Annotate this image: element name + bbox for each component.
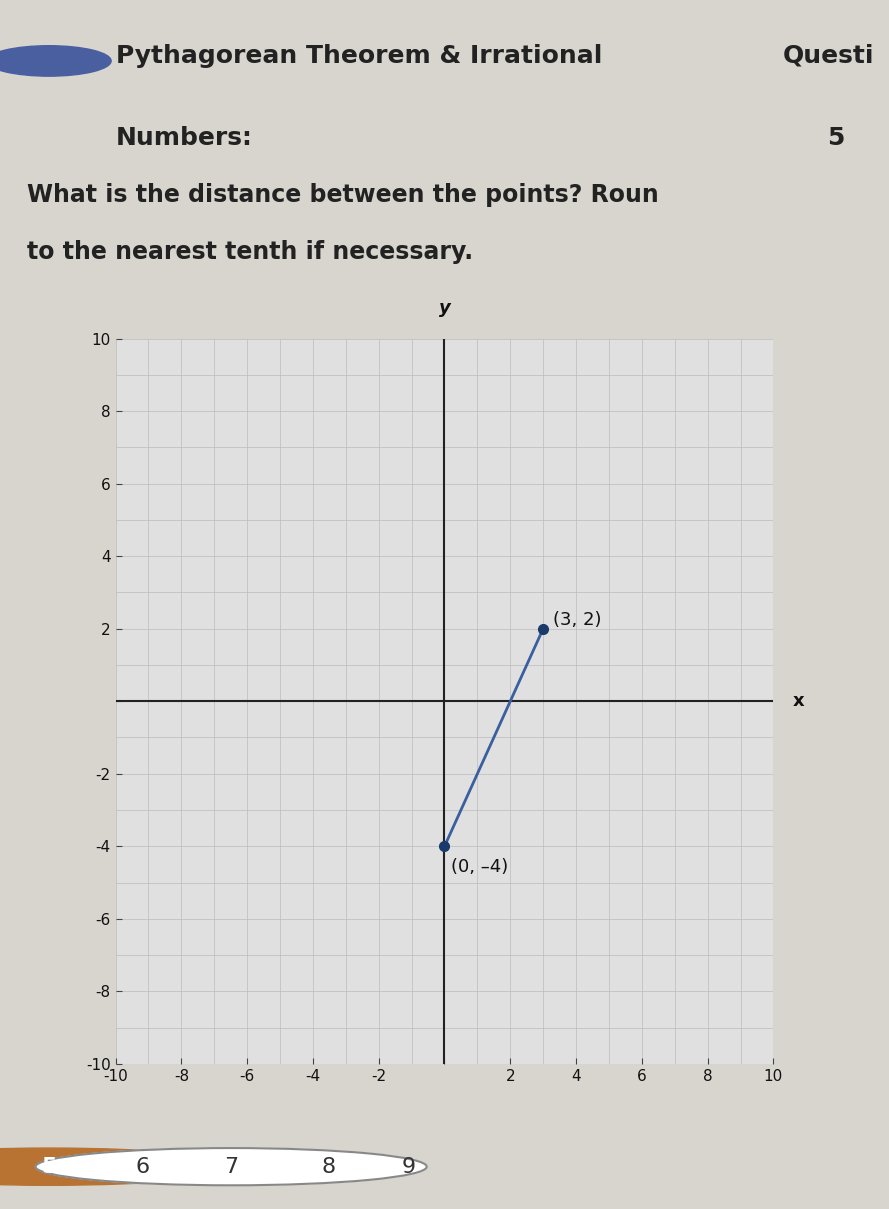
Circle shape bbox=[0, 46, 111, 76]
Text: x: x bbox=[793, 693, 805, 710]
Text: What is the distance between the points? Roun: What is the distance between the points?… bbox=[27, 183, 659, 207]
Text: Questi: Questi bbox=[782, 44, 874, 68]
Text: 5: 5 bbox=[827, 126, 845, 150]
Text: 8: 8 bbox=[322, 1157, 336, 1176]
Text: y: y bbox=[438, 299, 451, 317]
Text: 6: 6 bbox=[135, 1157, 149, 1176]
Text: Pythagorean Theorem & Irrational: Pythagorean Theorem & Irrational bbox=[116, 44, 602, 68]
Text: (0, –4): (0, –4) bbox=[451, 857, 509, 875]
Circle shape bbox=[36, 1149, 427, 1185]
Text: 7: 7 bbox=[224, 1157, 238, 1176]
Text: 9: 9 bbox=[402, 1157, 416, 1176]
Text: 5: 5 bbox=[41, 1157, 57, 1176]
Text: to the nearest tenth if necessary.: to the nearest tenth if necessary. bbox=[27, 241, 473, 265]
Text: Numbers:: Numbers: bbox=[116, 126, 252, 150]
Text: (3, 2): (3, 2) bbox=[553, 611, 602, 629]
Circle shape bbox=[0, 1149, 244, 1185]
